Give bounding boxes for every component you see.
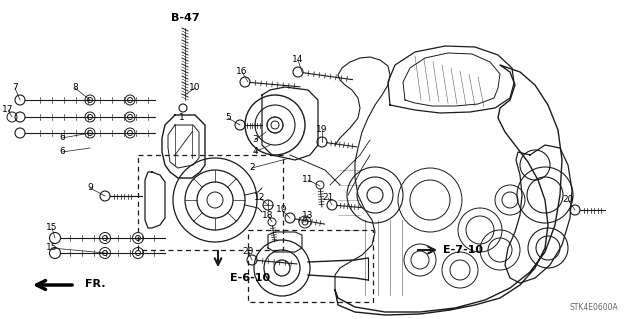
Text: 16: 16 [236, 68, 248, 77]
Text: 2: 2 [249, 164, 255, 173]
Text: 15: 15 [46, 224, 58, 233]
Text: E-6-10: E-6-10 [230, 273, 270, 283]
Text: 4: 4 [252, 147, 258, 157]
Text: 6: 6 [59, 133, 65, 143]
Text: 11: 11 [302, 175, 314, 184]
Text: 1: 1 [179, 114, 185, 122]
Text: 8: 8 [72, 84, 78, 93]
Text: 15: 15 [46, 243, 58, 253]
Text: E-7-10: E-7-10 [443, 245, 483, 255]
Text: 14: 14 [292, 56, 304, 64]
Text: 20: 20 [243, 248, 253, 256]
Text: 7: 7 [12, 84, 18, 93]
Text: 6: 6 [59, 147, 65, 157]
Text: 3: 3 [252, 136, 258, 145]
Text: FR.: FR. [85, 279, 106, 289]
Text: 5: 5 [225, 114, 231, 122]
Text: 19: 19 [316, 125, 328, 135]
Text: 10: 10 [189, 84, 201, 93]
Text: 18: 18 [262, 211, 274, 219]
Text: STK4E0600A: STK4E0600A [569, 303, 618, 313]
Text: 19: 19 [276, 205, 288, 214]
Text: 17: 17 [3, 106, 13, 115]
Text: B-47: B-47 [171, 13, 199, 23]
Text: 20: 20 [563, 196, 573, 204]
Text: 21: 21 [323, 194, 333, 203]
Text: 13: 13 [302, 211, 314, 219]
Text: 9: 9 [87, 183, 93, 192]
Text: 12: 12 [254, 194, 266, 203]
